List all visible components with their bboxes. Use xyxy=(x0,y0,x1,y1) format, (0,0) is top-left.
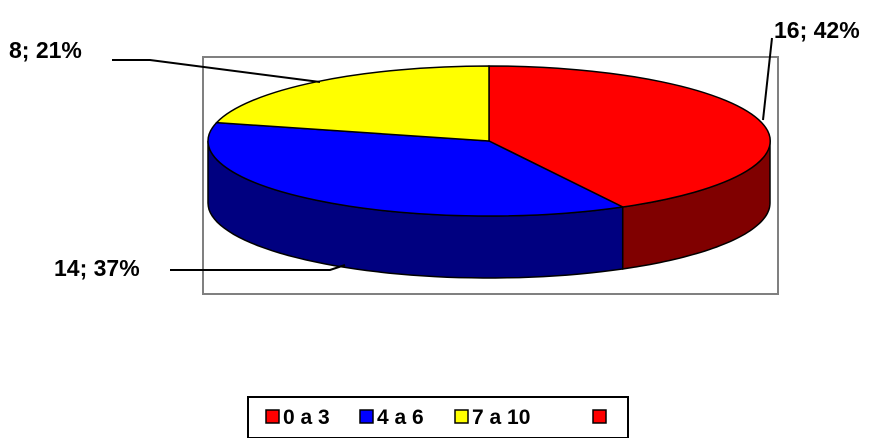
legend-swatch-empty xyxy=(592,409,607,424)
legend-label-0-a-3: 0 a 3 xyxy=(283,406,330,429)
legend-label-4-a-6: 4 a 6 xyxy=(377,406,424,429)
leader-line-0-a-3 xyxy=(762,37,773,121)
pie-tops xyxy=(207,65,771,217)
leader-lines xyxy=(112,37,773,271)
leader-line-7-a-10 xyxy=(112,59,321,83)
plot-area-border xyxy=(202,56,779,295)
legend-swatch-4-a-6 xyxy=(359,409,374,424)
legend-swatch-0-a-3 xyxy=(265,409,280,424)
legend: 0 a 3 4 a 6 7 a 10 xyxy=(247,396,629,438)
data-label-4-a-6: 14; 37% xyxy=(54,255,140,281)
pie-slice-4-a-6 xyxy=(207,121,626,217)
data-label-7-a-10: 8; 21% xyxy=(9,37,82,63)
data-label-0-a-3: 16; 42% xyxy=(774,17,860,43)
leader-line-4-a-6 xyxy=(170,264,346,271)
legend-box xyxy=(247,396,629,438)
pie-slice-0-a-3 xyxy=(488,65,771,208)
legend-swatch-7-a-10 xyxy=(454,409,469,424)
legend-label-7-a-10: 7 a 10 xyxy=(472,406,530,429)
